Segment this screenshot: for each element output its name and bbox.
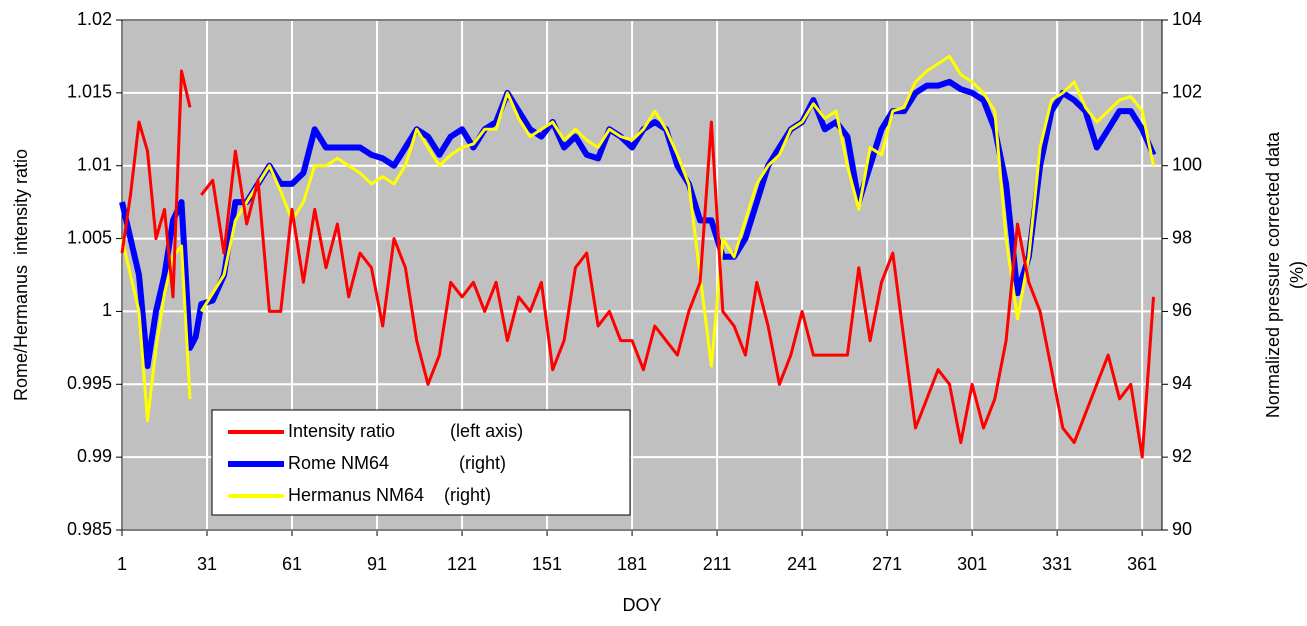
x-axis-label: DOY — [622, 595, 661, 615]
y-tick-label: 0.99 — [77, 446, 112, 466]
x-tick-label: 151 — [532, 554, 562, 574]
y2-tick-label: 100 — [1172, 154, 1202, 174]
legend-label: Intensity ratio (left axis) — [288, 421, 523, 441]
x-tick-label: 331 — [1042, 554, 1072, 574]
y-tick-label: 1.005 — [67, 227, 112, 247]
y-axis-label: Rome/Hermanus intensity ratio — [11, 149, 31, 401]
x-tick-label: 211 — [703, 554, 732, 574]
data-line — [120, 54, 1155, 423]
y-tick-label: 1 — [102, 300, 112, 320]
y2-tick-label: 102 — [1172, 82, 1202, 102]
legend-label: Hermanus NM64 (right) — [288, 485, 491, 505]
x-tick-label: 301 — [957, 554, 987, 574]
y-tick-label: 1.015 — [67, 82, 112, 102]
y2-axis-label: (%) — [1287, 261, 1307, 289]
x-tick-label: 61 — [282, 554, 302, 574]
x-tick-label: 1 — [117, 554, 127, 574]
y2-tick-label: 104 — [1172, 9, 1202, 29]
y2-tick-label: 90 — [1172, 519, 1192, 539]
y-tick-label: 1.01 — [77, 154, 112, 174]
x-tick-label: 31 — [197, 554, 217, 574]
x-tick-label: 361 — [1127, 554, 1157, 574]
plot-frame — [121, 19, 1163, 531]
legend-label: Rome NM64 (right) — [288, 453, 506, 473]
y2-tick-label: 96 — [1172, 300, 1192, 320]
y-tick-label: 0.995 — [67, 373, 112, 393]
x-tick-label: 121 — [447, 554, 477, 574]
y2-tick-label: 94 — [1172, 373, 1192, 393]
y-tick-label: 0.985 — [67, 519, 112, 539]
x-tick-label: 271 — [872, 554, 902, 574]
y2-tick-label: 98 — [1172, 227, 1192, 247]
data-line — [120, 69, 1155, 459]
x-tick-label: 91 — [367, 554, 387, 574]
y-tick-label: 1.02 — [77, 9, 112, 29]
x-tick-label: 181 — [617, 554, 647, 574]
y2-tick-label: 92 — [1172, 446, 1192, 466]
y2-axis-label: Normalized pressure corrected data — [1263, 131, 1283, 418]
x-tick-label: 241 — [787, 554, 817, 574]
